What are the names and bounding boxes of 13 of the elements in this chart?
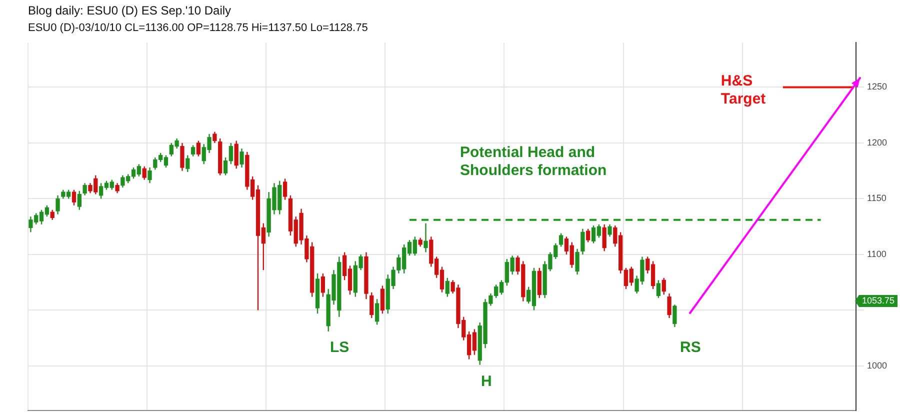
annotation: RS	[680, 339, 701, 356]
text: 1053.75	[862, 295, 895, 306]
series-label: H&S Target	[720, 72, 766, 108]
annotation: Potential Head and Shoulders formation	[460, 144, 607, 180]
y-tick-label: 1200	[866, 137, 888, 148]
y-tick-label: 1100	[866, 248, 886, 259]
annotation: LS	[330, 339, 350, 356]
chart-subtitle: ESU0 (D)-03/10/10 CL=1136.00 OP=1128.75 Hi=1137.50 Lo=1128.75	[28, 22, 368, 34]
y-tick-label: 1250	[866, 82, 888, 92]
y-tick-label: 1000	[866, 360, 888, 370]
y-tick-label: 1150	[866, 193, 886, 204]
annotation: H	[481, 373, 492, 390]
chart-title: Blog daily: ESU0 (D) ES Sep.'10 Daily	[28, 4, 232, 18]
